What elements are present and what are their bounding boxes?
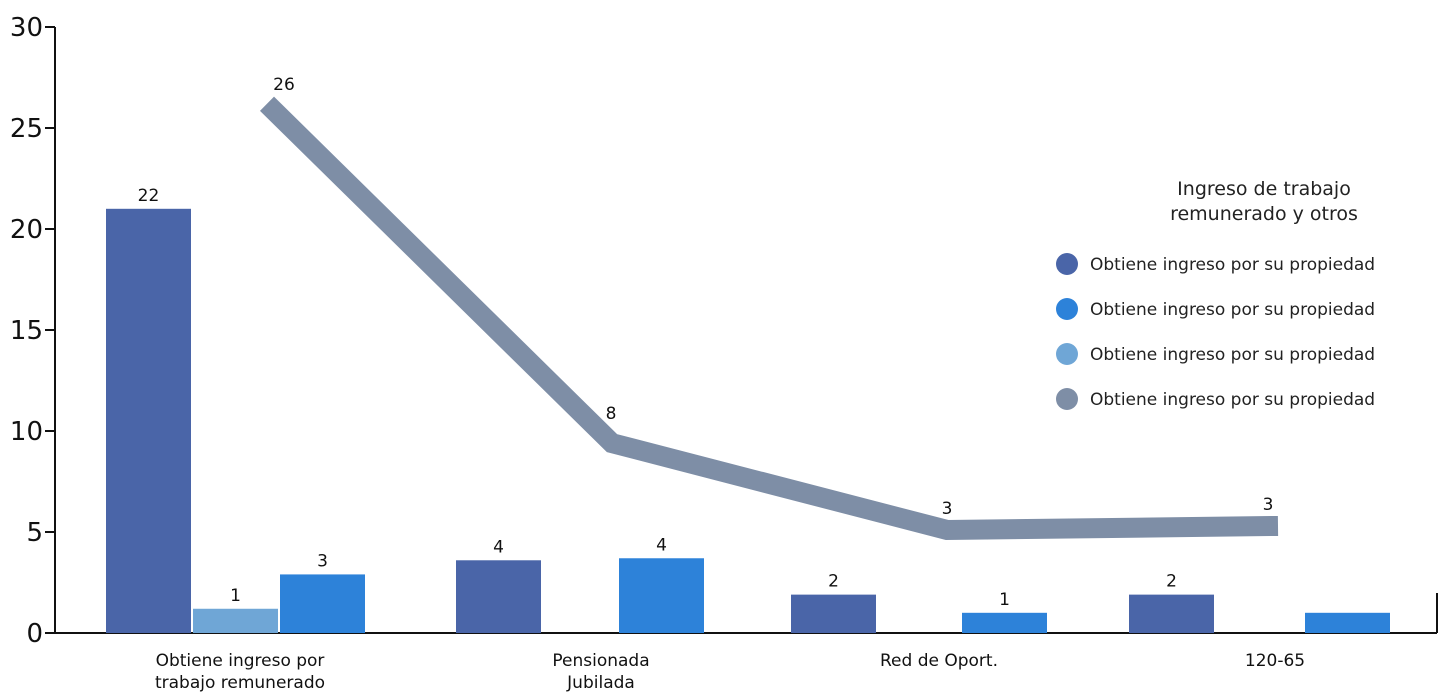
x-category-label: Pensionada Jubilada	[552, 651, 649, 693]
y-tick-label: 15	[10, 316, 43, 346]
legend: Ingreso de trabajo remunerado y otros Obti…	[1056, 178, 1375, 410]
y-tick-label: 30	[10, 13, 43, 43]
legend-entry-label: Obtiene ingreso por su propiedad	[1090, 300, 1375, 320]
bar	[193, 608, 278, 633]
axes: 0 5 10 15 20 25 30 Obtiene ingreso por trabajo r…	[10, 13, 1438, 693]
bar-value-label: 2	[1166, 572, 1177, 592]
legend-entry-label: Obtiene ingreso por su propiedad	[1090, 390, 1375, 410]
bar	[1305, 612, 1390, 633]
legend-marker	[1056, 343, 1078, 365]
bar-value-label: 2	[828, 572, 839, 592]
legend-marker	[1056, 298, 1078, 320]
legend-title: Ingreso de trabajo remunerado y otros	[1170, 178, 1358, 225]
bar-value-label: 1	[230, 586, 241, 606]
line-value-label: 8	[606, 404, 617, 424]
line-value-label: 3	[942, 499, 953, 519]
bar	[962, 612, 1047, 633]
legend-marker	[1056, 253, 1078, 275]
bar	[791, 594, 876, 633]
bar-value-label: 1	[999, 590, 1010, 610]
bar	[456, 560, 541, 633]
legend-entry-label: Obtiene ingreso por su propiedad	[1090, 255, 1375, 275]
bar-series	[106, 208, 1390, 634]
bar	[280, 574, 365, 633]
x-category-label: 120-65	[1245, 651, 1305, 671]
y-tick-label: 20	[10, 215, 43, 245]
bar	[1129, 594, 1214, 633]
bar	[106, 208, 191, 634]
y-tick-label: 0	[26, 619, 43, 649]
legend-marker	[1056, 388, 1078, 410]
y-tick-label: 25	[10, 114, 43, 144]
line-value-label: 3	[1263, 495, 1274, 515]
y-tick-label: 10	[10, 417, 43, 447]
line-path	[259, 96, 1279, 540]
bar-value-label: 22	[138, 186, 160, 206]
bar	[619, 558, 704, 633]
legend-entry-label: Obtiene ingreso por su propiedad	[1090, 345, 1375, 365]
y-tick-label: 5	[26, 518, 43, 548]
line-value-label: 26	[273, 75, 295, 95]
bar-value-label: 4	[493, 537, 504, 557]
x-category-label: Red de Oport.	[880, 651, 998, 671]
x-category-label: Obtiene ingreso por trabajo remunerado	[155, 651, 325, 693]
line-series	[259, 96, 1279, 540]
bar-value-label: 4	[656, 535, 667, 555]
bar-value-label: 3	[317, 551, 328, 571]
